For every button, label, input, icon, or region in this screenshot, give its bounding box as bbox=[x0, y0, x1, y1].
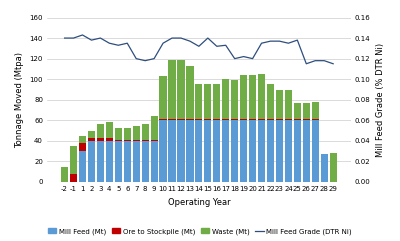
Bar bbox=[168, 120, 176, 182]
Bar bbox=[195, 120, 202, 182]
Bar bbox=[133, 141, 140, 182]
Bar bbox=[204, 120, 212, 182]
Bar bbox=[195, 119, 202, 120]
Bar bbox=[204, 84, 212, 119]
Bar bbox=[79, 151, 86, 182]
Bar bbox=[160, 120, 167, 182]
Bar bbox=[294, 120, 301, 182]
Bar bbox=[133, 127, 140, 140]
Bar bbox=[61, 167, 68, 182]
Bar bbox=[115, 141, 122, 182]
Bar bbox=[213, 84, 220, 119]
Bar bbox=[267, 84, 274, 119]
Y-axis label: Mill Feed Grade (% DTR Ni): Mill Feed Grade (% DTR Ni) bbox=[376, 43, 385, 157]
Bar bbox=[88, 131, 95, 138]
Bar bbox=[115, 140, 122, 141]
Bar bbox=[231, 80, 238, 119]
Bar bbox=[88, 138, 95, 141]
Bar bbox=[330, 153, 337, 182]
Bar bbox=[303, 103, 310, 119]
Bar bbox=[106, 138, 113, 141]
Bar bbox=[285, 91, 292, 119]
Bar bbox=[213, 119, 220, 120]
Bar bbox=[258, 74, 265, 119]
Bar bbox=[160, 119, 167, 120]
Bar bbox=[312, 119, 319, 120]
Bar bbox=[70, 174, 77, 182]
Bar bbox=[321, 154, 328, 182]
Bar bbox=[312, 102, 319, 119]
Bar bbox=[276, 119, 283, 120]
Bar bbox=[249, 119, 256, 120]
Bar bbox=[267, 119, 274, 120]
Bar bbox=[142, 141, 149, 182]
Bar bbox=[249, 75, 256, 119]
Bar bbox=[240, 119, 247, 120]
Bar bbox=[124, 127, 131, 140]
Bar bbox=[160, 76, 167, 119]
Bar bbox=[222, 79, 229, 119]
Bar bbox=[168, 119, 176, 120]
Bar bbox=[106, 122, 113, 138]
Bar bbox=[177, 119, 184, 120]
Bar bbox=[168, 60, 176, 119]
Legend: Mill Feed (Mt), Ore to Stockpile (Mt), Waste (Mt), Mill Feed Grade (DTR Ni): Mill Feed (Mt), Ore to Stockpile (Mt), W… bbox=[45, 226, 355, 238]
Bar bbox=[186, 120, 194, 182]
Bar bbox=[79, 136, 86, 143]
Bar bbox=[97, 141, 104, 182]
Bar bbox=[231, 120, 238, 182]
Bar bbox=[303, 119, 310, 120]
Bar bbox=[124, 141, 131, 182]
Bar bbox=[177, 120, 184, 182]
Bar bbox=[258, 119, 265, 120]
Bar bbox=[213, 120, 220, 182]
Bar bbox=[222, 119, 229, 120]
Bar bbox=[240, 75, 247, 119]
Bar bbox=[276, 120, 283, 182]
Bar bbox=[276, 91, 283, 119]
Bar bbox=[186, 66, 194, 119]
Bar bbox=[231, 119, 238, 120]
Bar bbox=[222, 120, 229, 182]
Bar bbox=[142, 140, 149, 141]
Bar bbox=[106, 141, 113, 182]
Bar bbox=[97, 138, 104, 141]
X-axis label: Operating Year: Operating Year bbox=[168, 198, 230, 207]
Bar bbox=[150, 140, 158, 141]
Bar bbox=[150, 141, 158, 182]
Bar bbox=[294, 103, 301, 119]
Bar bbox=[177, 60, 184, 119]
Bar bbox=[312, 120, 319, 182]
Bar bbox=[195, 84, 202, 119]
Bar bbox=[285, 120, 292, 182]
Bar bbox=[70, 146, 77, 174]
Bar bbox=[115, 127, 122, 140]
Bar bbox=[249, 120, 256, 182]
Bar bbox=[294, 119, 301, 120]
Bar bbox=[133, 140, 140, 141]
Bar bbox=[240, 120, 247, 182]
Bar bbox=[150, 116, 158, 140]
Bar bbox=[124, 140, 131, 141]
Bar bbox=[258, 120, 265, 182]
Bar bbox=[97, 124, 104, 138]
Bar bbox=[267, 120, 274, 182]
Bar bbox=[303, 120, 310, 182]
Bar bbox=[285, 119, 292, 120]
Bar bbox=[79, 143, 86, 151]
Bar bbox=[204, 119, 212, 120]
Bar bbox=[88, 141, 95, 182]
Bar bbox=[142, 124, 149, 140]
Y-axis label: Tonnage Moved (Mtpa): Tonnage Moved (Mtpa) bbox=[15, 52, 24, 148]
Bar bbox=[186, 119, 194, 120]
